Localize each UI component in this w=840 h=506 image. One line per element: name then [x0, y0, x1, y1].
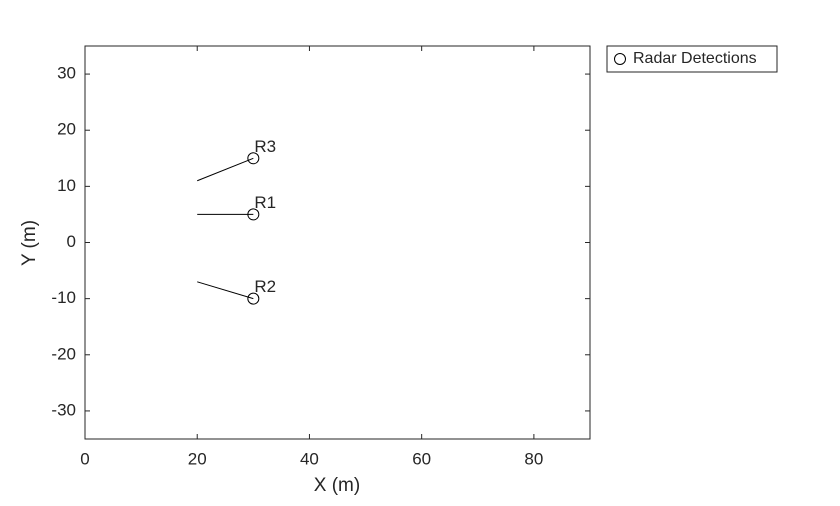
- detection-label: R3: [254, 137, 276, 156]
- detection-label: R1: [254, 193, 276, 212]
- heading-line: [197, 281, 254, 300]
- x-tick-label: 80: [524, 449, 543, 468]
- y-tick-label: 0: [67, 232, 76, 251]
- y-tick-label: -30: [51, 400, 76, 419]
- y-tick-label: -10: [51, 288, 76, 307]
- y-tick-label: 30: [57, 64, 76, 83]
- legend-marker: [614, 53, 626, 65]
- y-tick-label: -20: [51, 344, 76, 363]
- legend-label: Radar Detections: [633, 50, 757, 67]
- y-tick-label: 20: [57, 120, 76, 139]
- y-tick-label: 10: [57, 176, 76, 195]
- x-tick-label: 0: [80, 449, 89, 468]
- x-tick-label: 60: [412, 449, 431, 468]
- x-axis-label: X (m): [314, 475, 360, 496]
- x-tick-label: 20: [188, 449, 207, 468]
- heading-line: [197, 157, 254, 182]
- x-tick-label: 40: [300, 449, 319, 468]
- detection-marker: [247, 292, 260, 305]
- legend-box: [606, 45, 778, 73]
- detection-marker: [247, 208, 260, 221]
- detection-label: R2: [254, 277, 276, 296]
- detection-marker: [247, 152, 260, 165]
- plot-area: [84, 45, 591, 440]
- y-axis-label: Y (m): [19, 220, 40, 266]
